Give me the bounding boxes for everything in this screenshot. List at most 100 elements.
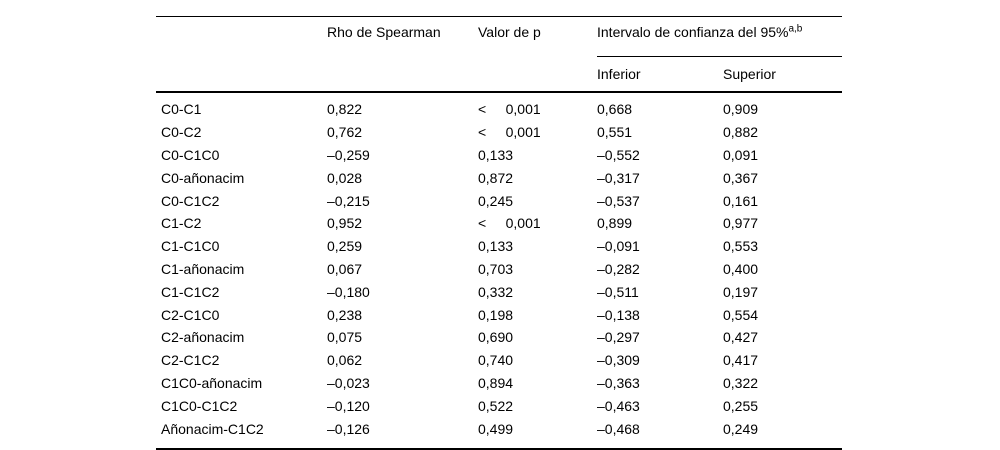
p-value-cell: 0,522 (478, 397, 514, 414)
ci-upper-cell: 0,091 (723, 146, 759, 163)
rho-value-cell: –0,023 (327, 374, 370, 391)
p-value-cell: 0,872 (478, 169, 514, 186)
ci-lower-cell: –0,363 (597, 374, 640, 391)
p-value-cell: 0,703 (478, 260, 514, 277)
rho-value-cell: 0,075 (327, 329, 363, 346)
rho-value-cell: 0,028 (327, 169, 363, 186)
spearman-correlation-table: Rho de Spearman Valor de p Intervalo de … (156, 16, 842, 450)
ci-lower-cell: –0,537 (597, 192, 640, 209)
pair-label-cell: C1-C1C0 (161, 238, 220, 255)
p-value-cell: 0,499 (478, 417, 597, 450)
ci-lower-cell: 0,899 (597, 215, 633, 232)
ci-upper-cell: 0,255 (723, 397, 759, 414)
column-header-p: Valor de p (478, 16, 597, 93)
table-row: C1-C2 0,952 < 0,001 0,899 0,977 (156, 212, 842, 235)
table-row: C0-C2 0,762 < 0,001 0,551 0,882 (156, 121, 842, 144)
pair-label-cell: C1-C2 (161, 215, 202, 232)
ci-lower-cell: –0,091 (597, 238, 640, 255)
ci-lower-cell: 0,551 (597, 124, 633, 141)
table-row: C1-añonacim 0,067 0,703 –0,282 0,400 (156, 258, 842, 281)
table-row: C1C0-C1C2 –0,120 0,522 –0,463 0,255 (156, 394, 842, 417)
table-body: C0-C1 0,822 < 0,001 0,668 0,909 C0-C2 0,… (156, 92, 842, 450)
ci-lower-cell: –0,297 (597, 329, 640, 346)
table-row: C2-añonacim 0,075 0,690 –0,297 0,427 (156, 326, 842, 349)
pair-label-cell: C0-añonacim (161, 169, 245, 186)
p-value-cell: 0,198 (478, 306, 514, 323)
rho-value-cell: –0,120 (327, 397, 370, 414)
pair-label-cell: C0-C2 (161, 124, 202, 141)
ci-lower-cell: –0,138 (597, 306, 640, 323)
table-row: Añonacim-C1C2 –0,126 0,499 –0,468 0,249 (156, 417, 842, 450)
ci-upper-cell: 0,249 (723, 417, 842, 450)
table-row: C2-C1C0 0,238 0,198 –0,138 0,554 (156, 303, 842, 326)
ci-upper-cell: 0,322 (723, 374, 759, 391)
p-value-cell: 0,332 (478, 283, 514, 300)
ci-upper-cell: 0,417 (723, 352, 759, 369)
header-row-subcolumns: Inferior Superior (156, 56, 842, 93)
rho-value-cell: 0,067 (327, 260, 363, 277)
pair-label-cell: C1C0-añonacim (161, 374, 263, 391)
pair-label-cell: C0-C1C2 (161, 192, 220, 209)
ci-lower-cell: –0,468 (597, 417, 723, 450)
ci-lower-cell: –0,511 (597, 283, 639, 300)
pair-label-cell: C1-añonacim (161, 260, 245, 277)
rho-value-cell: –0,126 (327, 417, 478, 450)
rho-value-cell: 0,259 (327, 238, 363, 255)
table-row: C0-C1C2 –0,215 0,245 –0,537 0,161 (156, 189, 842, 212)
p-value-cell: < 0,001 (478, 215, 541, 232)
p-value-cell: < 0,001 (478, 124, 541, 141)
pair-label-cell: C1C0-C1C2 (161, 397, 238, 414)
table-row: C0-C1C0 –0,259 0,133 –0,552 0,091 (156, 144, 842, 167)
ci-upper-cell: 0,400 (723, 260, 759, 277)
ci-upper-cell: 0,427 (723, 329, 759, 346)
ci-footnote-marker: a,b (788, 23, 803, 35)
ci-lower-cell: –0,552 (597, 146, 640, 163)
ci-upper-cell: 0,367 (723, 169, 759, 186)
column-header-ci-lower: Inferior (597, 56, 723, 93)
ci-group-label: Intervalo de confianza del 95% (597, 24, 789, 40)
column-header-ci-group: Intervalo de confianza del 95%a,b (597, 16, 842, 57)
header-row-group: Rho de Spearman Valor de p Intervalo de … (156, 16, 842, 93)
ci-upper-cell: 0,909 (723, 101, 759, 118)
pair-label-cell: Añonacim-C1C2 (156, 417, 327, 450)
p-value-cell: 0,740 (478, 352, 514, 369)
rho-value-cell: –0,259 (327, 146, 370, 163)
pair-label-cell: C2-añonacim (161, 329, 245, 346)
rho-value-cell: –0,215 (327, 192, 370, 209)
table-row: C0-añonacim 0,028 0,872 –0,317 0,367 (156, 166, 842, 189)
rho-value-cell: –0,180 (327, 283, 370, 300)
pair-label-cell: C2-C1C2 (161, 352, 220, 369)
rho-value-cell: 0,062 (327, 352, 363, 369)
p-value-cell: 0,133 (478, 238, 514, 255)
p-value-cell: 0,245 (478, 192, 514, 209)
table-row: C1-C1C2 –0,180 0,332 –0,511 0,197 (156, 280, 842, 303)
ci-lower-cell: –0,317 (597, 169, 640, 186)
pair-label-cell: C0-C1C0 (161, 146, 220, 163)
column-header-ci-upper: Superior (723, 56, 842, 93)
p-value-cell: 0,133 (478, 146, 514, 163)
table-row: C1-C1C0 0,259 0,133 –0,091 0,553 (156, 235, 842, 258)
table-row: C0-C1 0,822 < 0,001 0,668 0,909 (156, 92, 842, 121)
ci-upper-cell: 0,553 (723, 238, 759, 255)
rho-value-cell: 0,822 (327, 101, 363, 118)
ci-upper-cell: 0,554 (723, 306, 759, 323)
ci-upper-cell: 0,882 (723, 124, 759, 141)
table-row: C1C0-añonacim –0,023 0,894 –0,363 0,322 (156, 372, 842, 395)
column-header-rho: Rho de Spearman (327, 16, 478, 93)
pair-label-cell: C0-C1 (161, 101, 202, 118)
pair-label-cell: C1-C1C2 (161, 283, 220, 300)
pair-label-cell: C2-C1C0 (161, 306, 220, 323)
table-header: Rho de Spearman Valor de p Intervalo de … (156, 16, 842, 93)
rho-value-cell: 0,238 (327, 306, 363, 323)
ci-upper-cell: 0,197 (723, 283, 759, 300)
table-row: C2-C1C2 0,062 0,740 –0,309 0,417 (156, 349, 842, 372)
p-value-cell: < 0,001 (478, 101, 541, 118)
ci-upper-cell: 0,161 (723, 192, 759, 209)
rho-value-cell: 0,762 (327, 124, 363, 141)
p-value-cell: 0,894 (478, 374, 514, 391)
ci-lower-cell: –0,463 (597, 397, 640, 414)
row-label-column-header (156, 16, 327, 93)
ci-lower-cell: 0,668 (597, 101, 633, 118)
rho-value-cell: 0,952 (327, 215, 363, 232)
